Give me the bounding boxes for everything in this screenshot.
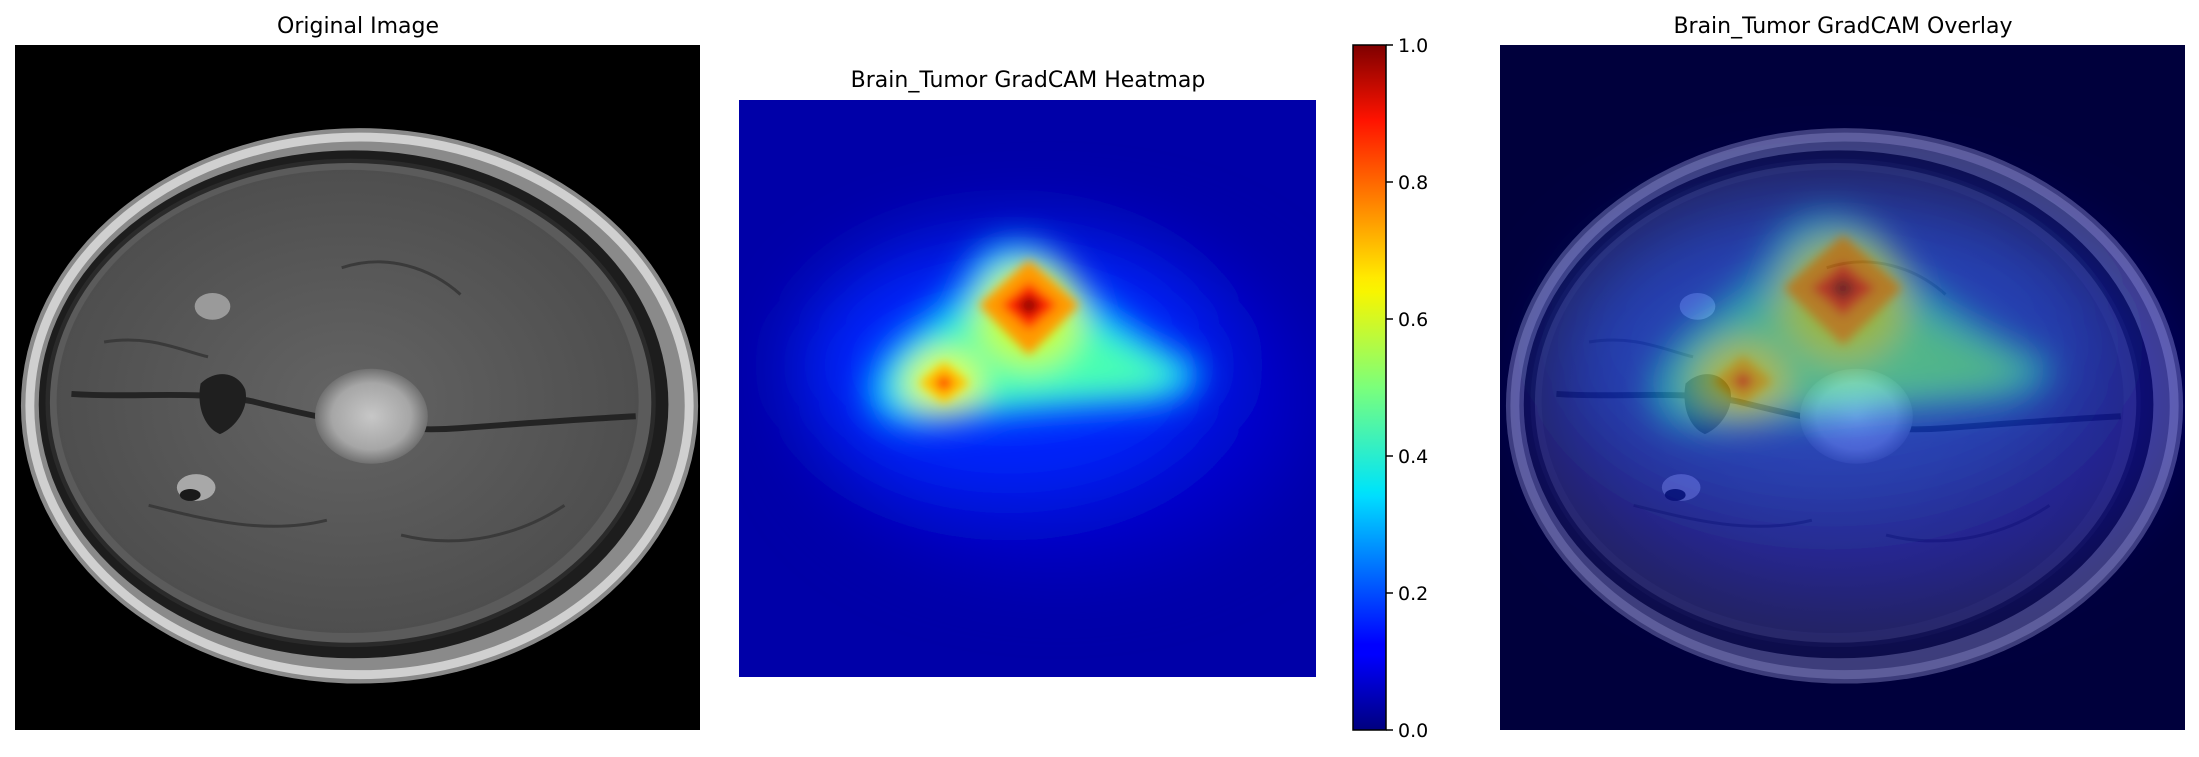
- colorbar: 0.0 0.2 0.4 0.6 0.8 1.0: [1352, 35, 1428, 742]
- brain-mri-image: [21, 128, 698, 683]
- colorbar-tick-label: 0.2: [1398, 583, 1428, 605]
- colorbar-tick-label: 0.0: [1398, 720, 1428, 742]
- colorbar-tick-label: 0.4: [1398, 446, 1428, 468]
- overlay-title: Brain_Tumor GradCAM Overlay: [1673, 14, 2012, 39]
- overlay-panel: Brain_Tumor GradCAM Overlay: [1500, 14, 2185, 730]
- overlay-image: [1500, 45, 2185, 730]
- colorbar-gradient: [1352, 44, 1387, 731]
- original-image-title: Original Image: [277, 14, 439, 39]
- heatmap-title: Brain_Tumor GradCAM Heatmap: [851, 68, 1206, 93]
- colorbar-tick-label: 0.6: [1398, 309, 1428, 331]
- heatmap-panel: Brain_Tumor GradCAM Heatmap: [739, 68, 1316, 677]
- colorbar-tick-label: 0.8: [1398, 172, 1428, 194]
- heatmap-image: [739, 100, 1316, 677]
- colorbar-tick-label: 1.0: [1398, 35, 1428, 57]
- colorbar-ticks: 0.0 0.2 0.4 0.6 0.8 1.0: [1386, 35, 1428, 742]
- original-image-panel: Original Image: [15, 14, 700, 730]
